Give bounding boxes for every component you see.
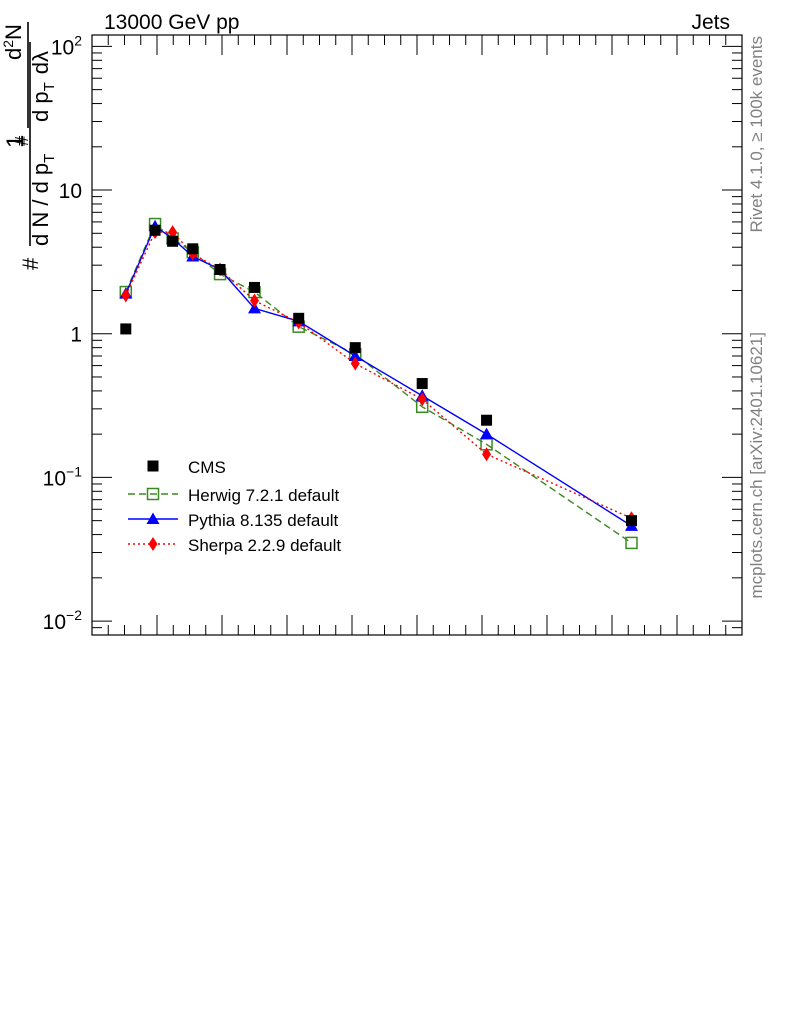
y-label-dpt: d p: [28, 91, 53, 122]
y-label-hash-1: #: [18, 257, 43, 270]
y-tick-base: 1: [70, 324, 82, 347]
legend-label-0: CMS: [188, 458, 226, 477]
series-0-point: [349, 342, 361, 354]
series-0-point: [167, 235, 179, 247]
svg-text:d pTdλ: d pTdλ: [28, 51, 58, 122]
header-right: Jets: [691, 11, 730, 34]
series-0-point: [214, 263, 226, 275]
y-tick-base: 10: [51, 36, 74, 59]
series-layer: [119, 217, 638, 550]
series-0-point: [293, 312, 305, 324]
series-0-point: [249, 281, 260, 293]
series-line-3: [125, 231, 632, 519]
series-3-point: [350, 356, 360, 371]
series-0-point: [481, 414, 493, 426]
y-tick-exponent: −1: [66, 463, 82, 479]
series-2-point: [480, 427, 494, 440]
svg-text:#: #: [18, 257, 43, 270]
series-0-point: [187, 243, 199, 255]
series-3-point: [482, 447, 492, 462]
legend: CMS Herwig 7.2.1 default Pythia 8.135 defa…: [128, 458, 341, 555]
y-label-dlambda: dλ: [28, 51, 53, 74]
y-label-hash-2: #: [12, 136, 32, 146]
legend-marker-3: [148, 537, 158, 551]
legend-marker-1: [146, 487, 160, 501]
y-label-dn-dpt: d N / d p: [28, 163, 53, 246]
series-3-point: [250, 293, 259, 308]
series-3-point: [121, 288, 131, 303]
series-0-point: [120, 323, 132, 335]
legend-label-2: Pythia 8.135 default: [188, 511, 339, 530]
legend-marker-2: [146, 512, 160, 524]
series-3-point: [417, 392, 427, 407]
series-0-point: [626, 515, 637, 527]
y-label-t-sub-2: T: [41, 82, 58, 91]
y-tick-label-3: 10−1: [43, 463, 83, 490]
y-tick-exponent: 2: [74, 32, 82, 48]
legend-label-3: Sherpa 2.2.9 default: [188, 536, 341, 555]
y-tick-label-4: 10−2: [43, 607, 83, 634]
y-tick-label-2: 1: [70, 324, 82, 347]
legend-label-1: Herwig 7.2.1 default: [188, 486, 339, 505]
series-2-point: [348, 349, 362, 361]
y-tick-base: 10: [59, 180, 82, 203]
x-axis: [107, 35, 727, 635]
y-tick-label-1: 10: [59, 180, 82, 203]
y-label-d: d: [1, 48, 26, 60]
y-label-one: 1: [2, 135, 29, 148]
series-0-point: [416, 378, 428, 390]
y-tick-base: 10: [43, 467, 66, 490]
y-tick-exponent: −2: [66, 607, 82, 623]
svg-text:d N / d pT: d N / d pT: [28, 154, 58, 246]
series-0-point: [149, 224, 161, 236]
y-label-n: N: [1, 24, 26, 40]
y-label-sup-2: 2: [0, 40, 16, 48]
y-tick-label-0: 102: [51, 32, 82, 59]
header-left: 13000 GeV pp: [104, 11, 239, 34]
legend-marker-0: [147, 460, 159, 472]
y-axis-label: # 1 d N / d pT # d2N d pTdλ: [0, 22, 58, 270]
series-3-point: [168, 225, 178, 240]
y-label-t-sub-1: T: [41, 154, 58, 163]
series-2-point: [248, 301, 261, 314]
series-1-point: [625, 536, 638, 550]
series-0: [120, 224, 637, 527]
y-tick-base: 10: [43, 611, 66, 634]
mcplots-note: mcplots.cern.ch [arXiv:2401.10621]: [747, 332, 766, 598]
svg-text:d2N: d2N: [0, 24, 26, 60]
rivet-note: Rivet 4.1.0, ≥ 100k events: [747, 36, 766, 232]
